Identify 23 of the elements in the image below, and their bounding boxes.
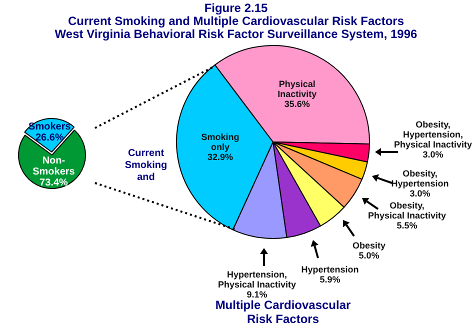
text: Figure 2.15 Current Smoking and Multiple Cardiovascular Risk Factors West Virginia Behavioral Risk Factor Surveillance System, 1996 <box>54 1 418 41</box>
data-label: 26.6% <box>35 132 64 144</box>
slice-label: Obesity <box>352 240 386 250</box>
slice-label: Obesity, Physical Inactivity <box>368 200 446 220</box>
slice-label: Non-Smokers <box>32 155 76 178</box>
slice-label: Obesity, Hypertension <box>391 168 449 188</box>
data-label: 3.0% <box>422 149 444 160</box>
data-label: 9.1% <box>246 289 268 300</box>
data-label: 5.9% <box>320 274 340 284</box>
slice-label: Physical Inactivity <box>278 79 317 100</box>
text: Multiple Cardiovascular Risk Factors <box>214 298 352 326</box>
data-label: 5.5% <box>396 220 418 230</box>
slice-label: Hypertension, Physical Inactivity <box>218 269 296 290</box>
data-label: 35.6% <box>284 99 310 110</box>
slice-label: Smoking only <box>201 132 240 152</box>
text: Current Smoking and <box>124 148 168 184</box>
data-label: 32.9% <box>207 152 234 162</box>
slice-label: Obesity, Hypertension, Physical Inactivity <box>394 119 472 150</box>
data-label: 73.4% <box>40 177 68 188</box>
data-label: 5.0% <box>358 250 380 260</box>
data-label: 3.0% <box>410 188 430 198</box>
slice-label: Hypertension <box>301 264 359 274</box>
slice-label: Smokers <box>28 122 72 133</box>
